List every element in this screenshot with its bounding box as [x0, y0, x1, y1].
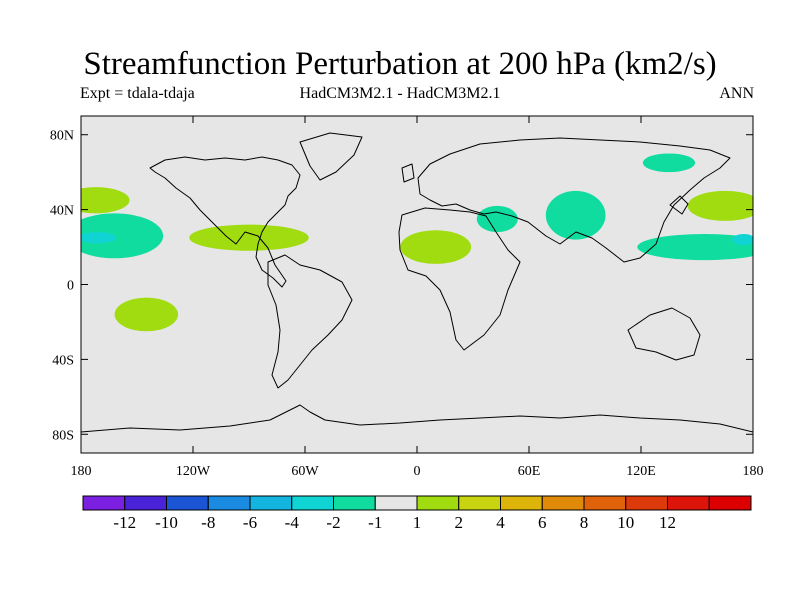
- colorbar-swatch: [166, 495, 209, 511]
- eurasia-coast: [417, 137, 731, 263]
- x-tick-label: 180: [743, 464, 764, 479]
- longitude-ticks: 180 120W 60W 0 60E 120E 180: [71, 116, 764, 479]
- colorbar-swatch: [82, 495, 126, 511]
- colorbar-swatch: [541, 495, 585, 511]
- x-tick-label: 60W: [291, 464, 319, 479]
- colorbar-swatch: [583, 495, 627, 511]
- colorbar: -12 -10 -8 -6 -4 -2 -1 1 2 4 6 8 10 12: [82, 495, 752, 532]
- colorbar-swatch: [625, 495, 668, 511]
- colorbar-label: 12: [659, 513, 676, 532]
- latitude-ticks: 80N 40N 0 40S 80S: [50, 129, 753, 443]
- colorbar-label: -8: [201, 513, 215, 532]
- japan-coast: [669, 195, 689, 215]
- colorbar-label: 8: [580, 513, 589, 532]
- greenland-coast: [299, 132, 363, 181]
- colorbar-swatch: [708, 495, 752, 511]
- y-tick-label: 80N: [50, 129, 74, 144]
- region-south-pacific-positive: [114, 297, 179, 332]
- region-east-siberia-negative: [642, 153, 696, 173]
- colorbar-label: 2: [455, 513, 464, 532]
- region-caribbean-positive: [189, 224, 309, 251]
- region-middle-east-negative: [476, 205, 518, 233]
- north-america-coast: [149, 156, 301, 288]
- experiment-label: Expt = tdala-tdaja: [80, 85, 195, 102]
- x-tick-label: 120W: [176, 464, 211, 479]
- colorbar-label: -12: [113, 513, 136, 532]
- y-tick-label: 40S: [52, 353, 74, 368]
- region-north-africa-positive: [400, 230, 472, 264]
- x-tick-label: 120E: [626, 464, 656, 479]
- antarctica-coast: [81, 404, 753, 433]
- colorbar-swatch: [416, 495, 460, 511]
- colorbar-swatch: [333, 495, 376, 511]
- south-america-coast: [267, 254, 353, 389]
- region-tibet-negative: [545, 190, 606, 240]
- y-tick-label: 0: [67, 279, 74, 294]
- map-background: [81, 116, 753, 453]
- region-west-pacific-negative: [637, 233, 753, 261]
- colorbar-swatch: [374, 495, 418, 511]
- colorbar-label: -4: [285, 513, 300, 532]
- australia-coast: [627, 307, 701, 361]
- x-tick-label: 0: [414, 464, 421, 479]
- x-tick-label: 60E: [518, 464, 541, 479]
- colorbar-swatch: [124, 495, 167, 511]
- colorbar-label: 10: [617, 513, 634, 532]
- colorbar-swatch: [291, 495, 334, 511]
- colorbar-swatch: [458, 495, 501, 511]
- colorbar-label: 1: [413, 513, 422, 532]
- colorbar-swatch: [500, 495, 543, 511]
- africa-coast: [398, 207, 521, 351]
- y-tick-label: 40N: [50, 204, 74, 219]
- colorbar-swatch: [249, 495, 293, 511]
- region-west-pacific-core: [732, 233, 753, 246]
- model-label: HadCM3M2.1 - HadCM3M2.1: [299, 85, 501, 102]
- region-north-pacific-east-positive: [81, 187, 130, 214]
- colorbar-label: -2: [326, 513, 340, 532]
- colorbar-label: -6: [243, 513, 257, 532]
- colorbar-label: -1: [368, 513, 382, 532]
- x-tick-label: 180: [71, 464, 92, 479]
- colorbar-label: -10: [155, 513, 178, 532]
- region-subtropical-pacific-east-core: [81, 232, 117, 244]
- region-subtropical-pacific-east-negative: [81, 213, 164, 259]
- colorbar-swatch: [207, 495, 251, 511]
- british-isles-coast: [401, 163, 415, 183]
- region-north-pacific-west-positive: [687, 190, 753, 221]
- chart-title: Streamfunction Perturbation at 200 hPa (…: [83, 46, 717, 82]
- contour-regions: [81, 153, 753, 332]
- season-label: ANN: [719, 85, 754, 102]
- y-tick-label: 80S: [52, 428, 74, 443]
- colorbar-swatch: [667, 495, 710, 511]
- colorbar-label: 6: [538, 513, 547, 532]
- colorbar-label: 4: [496, 513, 505, 532]
- coastlines: [81, 132, 753, 433]
